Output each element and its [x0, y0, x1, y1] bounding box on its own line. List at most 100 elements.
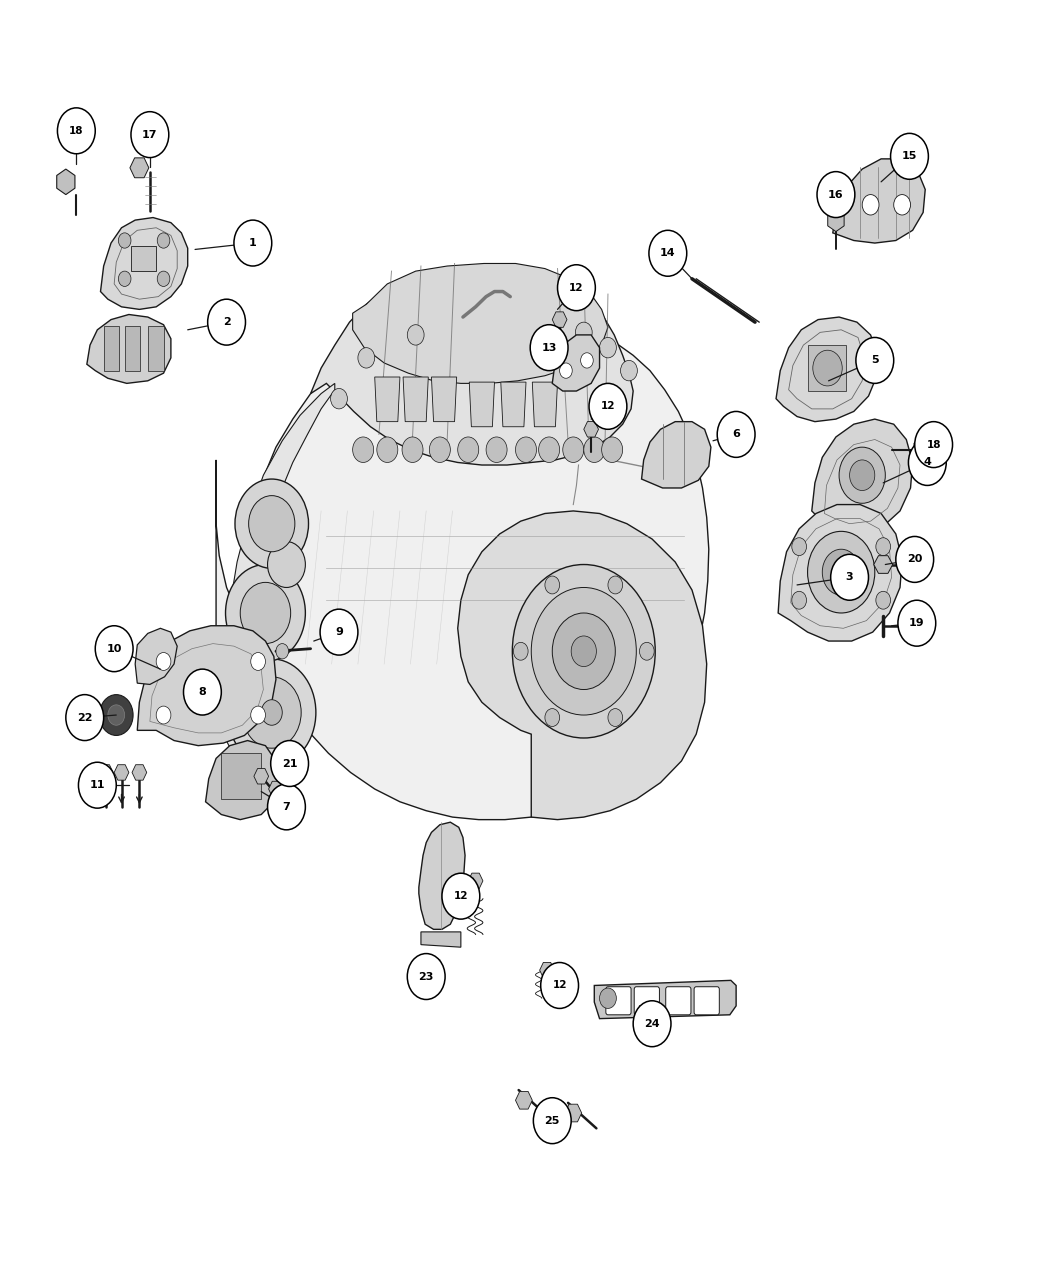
- Polygon shape: [87, 314, 170, 383]
- Circle shape: [896, 536, 933, 582]
- Text: 22: 22: [77, 713, 93, 723]
- Text: 12: 12: [601, 401, 615, 411]
- Circle shape: [584, 437, 605, 462]
- Circle shape: [157, 232, 169, 248]
- Circle shape: [227, 659, 316, 766]
- Polygon shape: [147, 326, 163, 370]
- Polygon shape: [268, 782, 283, 797]
- Circle shape: [552, 613, 615, 690]
- Circle shape: [119, 232, 130, 248]
- Circle shape: [589, 383, 627, 429]
- Polygon shape: [642, 421, 711, 488]
- Circle shape: [270, 741, 308, 787]
- Circle shape: [320, 609, 358, 655]
- Circle shape: [608, 709, 623, 727]
- Polygon shape: [501, 382, 526, 427]
- Polygon shape: [594, 981, 736, 1019]
- Text: 23: 23: [419, 972, 433, 982]
- Text: 20: 20: [907, 554, 923, 564]
- Polygon shape: [135, 628, 177, 684]
- Circle shape: [621, 360, 638, 381]
- Text: 19: 19: [909, 618, 925, 628]
- Circle shape: [558, 264, 595, 310]
- Circle shape: [876, 538, 891, 555]
- Polygon shape: [57, 169, 75, 194]
- Circle shape: [250, 706, 265, 724]
- Polygon shape: [421, 932, 461, 948]
- Circle shape: [608, 576, 623, 594]
- Polygon shape: [221, 753, 261, 799]
- Polygon shape: [778, 504, 903, 641]
- Circle shape: [600, 337, 616, 358]
- Circle shape: [575, 322, 592, 342]
- Polygon shape: [375, 377, 400, 421]
- Circle shape: [402, 437, 423, 462]
- Circle shape: [560, 363, 572, 378]
- Polygon shape: [419, 822, 465, 930]
- Polygon shape: [914, 437, 932, 462]
- Polygon shape: [125, 326, 140, 370]
- Circle shape: [358, 347, 375, 368]
- Circle shape: [250, 653, 265, 670]
- Polygon shape: [431, 377, 457, 421]
- Text: 3: 3: [846, 572, 853, 582]
- Polygon shape: [532, 382, 558, 427]
- Polygon shape: [130, 245, 156, 271]
- Polygon shape: [352, 263, 608, 383]
- Circle shape: [545, 709, 560, 727]
- Circle shape: [863, 194, 879, 215]
- Circle shape: [225, 564, 305, 661]
- Polygon shape: [833, 158, 925, 243]
- Polygon shape: [468, 873, 483, 889]
- Polygon shape: [129, 158, 148, 178]
- Polygon shape: [828, 208, 844, 231]
- Text: 7: 7: [283, 802, 290, 812]
- Text: 12: 12: [453, 891, 468, 902]
- Circle shape: [156, 706, 170, 724]
- Circle shape: [915, 421, 952, 467]
- Circle shape: [267, 541, 305, 587]
- Circle shape: [792, 538, 807, 555]
- Circle shape: [909, 439, 946, 485]
- Circle shape: [876, 591, 891, 609]
- Text: 21: 21: [282, 759, 298, 769]
- Circle shape: [442, 873, 480, 919]
- Circle shape: [856, 337, 894, 383]
- Polygon shape: [99, 765, 114, 780]
- Circle shape: [330, 388, 347, 409]
- Text: 1: 1: [249, 238, 257, 248]
- Polygon shape: [216, 317, 709, 820]
- Polygon shape: [104, 326, 120, 370]
- Circle shape: [377, 437, 398, 462]
- Text: 2: 2: [223, 317, 230, 327]
- Circle shape: [813, 350, 843, 386]
- Polygon shape: [216, 383, 335, 789]
- Text: 6: 6: [732, 429, 740, 439]
- Text: 25: 25: [545, 1116, 560, 1126]
- Circle shape: [563, 437, 584, 462]
- Circle shape: [119, 271, 130, 286]
- Polygon shape: [469, 382, 494, 427]
- Circle shape: [531, 587, 636, 715]
- Polygon shape: [515, 1092, 532, 1110]
- Text: 18: 18: [69, 126, 83, 135]
- Polygon shape: [584, 421, 599, 437]
- Polygon shape: [808, 345, 847, 391]
- Polygon shape: [254, 769, 268, 784]
- Polygon shape: [565, 1105, 582, 1122]
- Circle shape: [100, 695, 133, 736]
- Text: 18: 18: [927, 439, 940, 450]
- Circle shape: [96, 626, 133, 672]
- Polygon shape: [874, 555, 893, 573]
- Text: 14: 14: [660, 248, 675, 258]
- Circle shape: [823, 549, 861, 595]
- Text: 11: 11: [89, 780, 105, 790]
- Polygon shape: [205, 741, 279, 820]
- Polygon shape: [101, 217, 187, 309]
- Text: 13: 13: [542, 342, 557, 352]
- FancyBboxPatch shape: [694, 987, 720, 1015]
- Circle shape: [458, 437, 479, 462]
- Circle shape: [808, 531, 875, 613]
- Circle shape: [533, 1098, 571, 1144]
- Circle shape: [352, 437, 373, 462]
